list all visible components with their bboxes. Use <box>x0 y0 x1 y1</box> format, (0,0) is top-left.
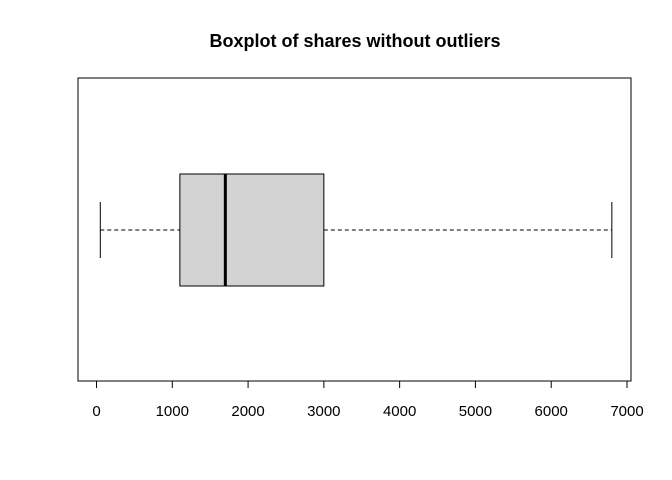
x-tick-label: 4000 <box>383 403 416 420</box>
x-tick-label: 1000 <box>156 403 189 420</box>
x-axis: 0 1000 2000 3000 4000 5000 6000 7000 <box>92 380 644 420</box>
x-tick-label: 6000 <box>535 403 568 420</box>
box-plot <box>99 173 613 287</box>
x-tick-label: 3000 <box>307 403 340 420</box>
x-tick-label: 7000 <box>610 403 643 420</box>
x-tick-label: 2000 <box>231 403 264 420</box>
chart-title: Boxplot of shares without outliers <box>209 31 500 51</box>
x-tick-label: 5000 <box>459 403 492 420</box>
iqr-box <box>179 173 325 287</box>
x-tick-label: 0 <box>92 403 100 420</box>
